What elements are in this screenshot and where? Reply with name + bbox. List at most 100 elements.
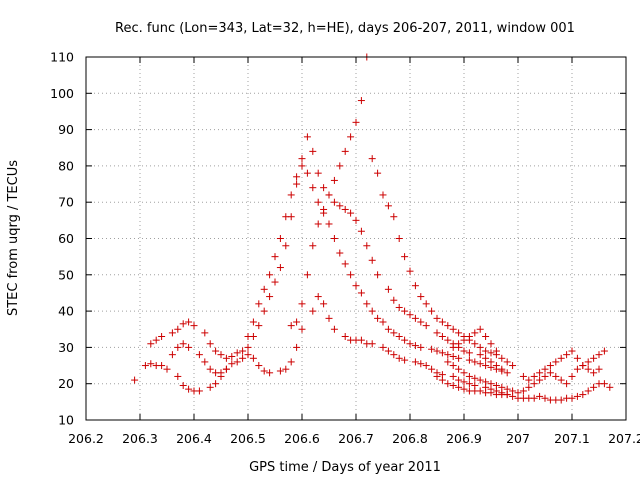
data-point [309, 242, 317, 250]
data-point [449, 372, 457, 380]
data-point [492, 347, 500, 355]
data-point [525, 383, 533, 391]
data-point [590, 369, 598, 377]
data-point [465, 356, 473, 364]
data-point [174, 325, 182, 333]
data-point [557, 354, 565, 362]
data-point [411, 282, 419, 290]
data-point [293, 173, 301, 181]
data-point [217, 351, 225, 359]
data-point [487, 363, 495, 371]
data-point [206, 340, 214, 348]
data-point [417, 343, 425, 351]
data-point [244, 351, 252, 359]
data-point [336, 162, 344, 170]
data-point [282, 213, 290, 221]
data-point [557, 376, 565, 384]
data-point [363, 300, 371, 308]
data-point [476, 360, 484, 368]
data-point [244, 333, 252, 341]
data-point [141, 362, 149, 370]
data-point [411, 358, 419, 366]
x-tick-label: 206.9 [446, 431, 482, 446]
data-point [573, 365, 581, 373]
data-point [357, 227, 365, 235]
data-point [179, 382, 187, 390]
x-tick-label: 206.4 [176, 431, 212, 446]
data-point [195, 387, 203, 395]
data-point [368, 307, 376, 315]
data-point [390, 329, 398, 337]
grid-lines [86, 57, 626, 420]
data-point [266, 271, 274, 279]
data-point [428, 365, 436, 373]
y-tick-label: 100 [50, 86, 74, 101]
x-tick-label: 206.2 [68, 431, 104, 446]
data-point [455, 329, 463, 337]
data-point [568, 394, 576, 402]
data-point [476, 376, 484, 384]
data-point [152, 336, 160, 344]
data-point [552, 372, 560, 380]
data-point [444, 322, 452, 330]
data-point [179, 340, 187, 348]
x-axis-label: GPS time / Days of year 2011 [249, 460, 441, 475]
data-point [455, 365, 463, 373]
data-point [325, 314, 333, 322]
x-tick-label: 206.3 [122, 431, 158, 446]
data-point [460, 347, 468, 355]
data-point [536, 369, 544, 377]
data-point [492, 365, 500, 373]
data-point [519, 372, 527, 380]
data-point [590, 383, 598, 391]
data-point [395, 333, 403, 341]
y-tick-label: 90 [58, 122, 74, 137]
data-point [330, 176, 338, 184]
data-point [503, 385, 511, 393]
data-point [244, 343, 252, 351]
data-point [379, 191, 387, 199]
data-point [438, 376, 446, 384]
data-point [476, 351, 484, 359]
data-point [573, 392, 581, 400]
data-point [374, 169, 382, 177]
data-point [314, 293, 322, 301]
data-point [325, 191, 333, 199]
data-point [455, 340, 463, 348]
data-point [433, 347, 441, 355]
data-point [465, 372, 473, 380]
data-point [298, 300, 306, 308]
data-point [482, 354, 490, 362]
data-point [411, 342, 419, 350]
data-point [487, 340, 495, 348]
data-point [600, 380, 608, 388]
data-point [309, 184, 317, 192]
data-point [536, 376, 544, 384]
y-tick-labels: 10 20 30 40 50 60 70 80 90 100 110 [50, 50, 74, 428]
y-tick-label: 30 [58, 340, 74, 355]
data-point [158, 362, 166, 370]
data-point [228, 352, 236, 360]
data-point [476, 387, 484, 395]
data-point [185, 318, 193, 326]
data-point [465, 333, 473, 341]
data-point [557, 396, 565, 404]
data-point [449, 343, 457, 351]
data-point [271, 253, 279, 261]
x-tick-label: 207 [506, 431, 530, 446]
data-point [406, 311, 414, 319]
data-point [460, 378, 468, 386]
data-point [336, 249, 344, 257]
data-point [363, 242, 371, 250]
data-points [131, 53, 614, 404]
data-point [195, 351, 203, 359]
data-point [487, 380, 495, 388]
data-point [449, 382, 457, 390]
data-point [384, 325, 392, 333]
data-point [411, 314, 419, 322]
data-point [222, 354, 230, 362]
data-point [357, 289, 365, 297]
data-point [541, 365, 549, 373]
data-point [449, 352, 457, 360]
